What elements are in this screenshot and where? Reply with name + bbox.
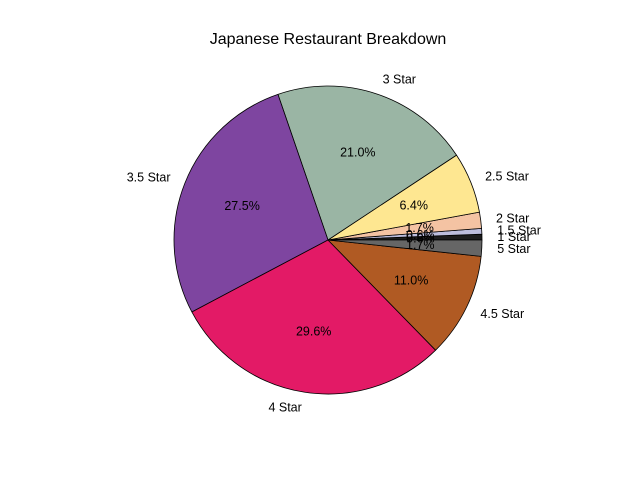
pie-percent-2-5-star: 6.4% [399, 199, 428, 213]
pie-label-3-5-star: 3.5 Star [127, 171, 171, 185]
pie-label-5-star: 5 Star [497, 242, 530, 256]
pie-percent-4-5-star: 11.0% [394, 273, 429, 287]
pie-slice-4-star [191, 239, 437, 395]
pie-percent-2-star: 1.7% [405, 221, 434, 235]
pie-slice-3-5-star [173, 93, 329, 313]
pie-label-2-star: 2 Star [496, 211, 529, 225]
pie-label-2-5-star: 2.5 Star [485, 170, 529, 184]
pie-slices [173, 85, 483, 395]
chart-title: Japanese Restaurant Breakdown [210, 31, 447, 48]
pie-label-4-star: 4 Star [268, 400, 301, 414]
pie-percent-1-5-star: 0.6% [406, 228, 435, 242]
pie-label-1-5-star: 1.5 Star [497, 223, 541, 237]
pie-label-3-star: 3 Star [383, 73, 416, 87]
pie-label-4-5-star: 4.5 Star [480, 307, 524, 321]
pie-percent-3-star: 21.0% [340, 146, 375, 160]
pie-slice-5-star [327, 239, 483, 257]
pie-percent-4-star: 29.6% [296, 324, 331, 338]
pie-label-1-star: 1 Star [497, 230, 530, 244]
pie-percent-3-5-star: 27.5% [224, 199, 259, 213]
pie-percent-labels: 0.6%0.6%1.7%6.4%21.0%27.5%29.6%11.0%1.7% [224, 146, 434, 339]
pie-percent-5-star: 1.7% [406, 238, 435, 252]
pie-slice-4-5-star [327, 239, 482, 351]
pie-percent-1-star: 0.6% [406, 231, 435, 245]
pie-slice-3-star [277, 85, 457, 241]
